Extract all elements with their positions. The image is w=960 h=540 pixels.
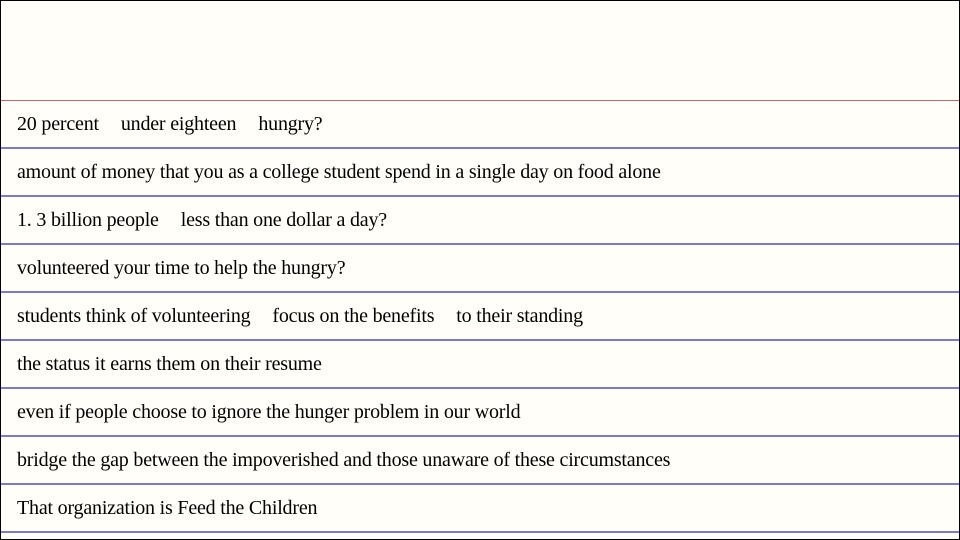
text-line: bridge the gap between the impoverished … bbox=[1, 437, 959, 485]
text-segment: students think of volunteering bbox=[17, 305, 250, 328]
text-segment: amount of money that you as a college st… bbox=[17, 161, 661, 184]
text-segment: focus on the benefits bbox=[272, 305, 434, 328]
text-line: amount of money that you as a college st… bbox=[1, 149, 959, 197]
text-segment: under eighteen bbox=[121, 113, 236, 136]
text-segment: hungry? bbox=[258, 113, 322, 136]
text-segment: 1. 3 billion people bbox=[17, 209, 159, 232]
text-segment: the status it earns them on their resume bbox=[17, 353, 322, 376]
text-line: the status it earns them on their resume bbox=[1, 341, 959, 389]
text-line: students think of volunteering focus on … bbox=[1, 293, 959, 341]
text-line: even if people choose to ignore the hung… bbox=[1, 389, 959, 437]
text-segment: volunteered your time to help the hungry… bbox=[17, 257, 345, 280]
text-segment: 20 percent bbox=[17, 113, 99, 136]
footer-blank-area bbox=[1, 509, 959, 539]
text-line: 20 percent under eighteen hungry? bbox=[1, 101, 959, 149]
text-segment: even if people choose to ignore the hung… bbox=[17, 401, 520, 424]
text-line: 1. 3 billion people less than one dollar… bbox=[1, 197, 959, 245]
header-blank-area bbox=[1, 1, 959, 101]
notebook-page: 20 percent under eighteen hungry? amount… bbox=[0, 0, 960, 540]
text-segment: less than one dollar a day? bbox=[181, 209, 387, 232]
text-segment: to their standing bbox=[456, 305, 583, 328]
text-line: volunteered your time to help the hungry… bbox=[1, 245, 959, 293]
text-segment: bridge the gap between the impoverished … bbox=[17, 449, 670, 472]
